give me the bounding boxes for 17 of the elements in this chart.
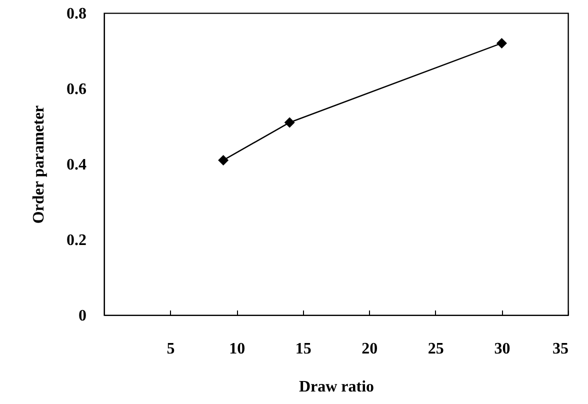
point <box>218 154 229 166</box>
x-tick-label: 30 <box>494 340 510 358</box>
y-tick-label: 0 <box>78 308 86 324</box>
x-tick-label: 35 <box>552 340 568 358</box>
x-tick-label: 20 <box>362 340 378 358</box>
y-axis-title: Order parameter <box>30 105 48 224</box>
x-axis-title: Draw ratio <box>298 378 374 396</box>
point <box>284 117 295 128</box>
y-tick-label: 0.2 <box>66 232 86 249</box>
y-tick-label: 0.6 <box>66 81 86 98</box>
x-tick-label: 10 <box>229 340 246 358</box>
y-tick-label: 0.8 <box>66 6 86 22</box>
y-tick-label: 0.4 <box>66 156 86 174</box>
x-tick-label: 25 <box>428 340 444 358</box>
x-tick-label: 15 <box>295 340 312 358</box>
point <box>496 38 507 48</box>
x-tick-label: 5 <box>166 340 175 358</box>
